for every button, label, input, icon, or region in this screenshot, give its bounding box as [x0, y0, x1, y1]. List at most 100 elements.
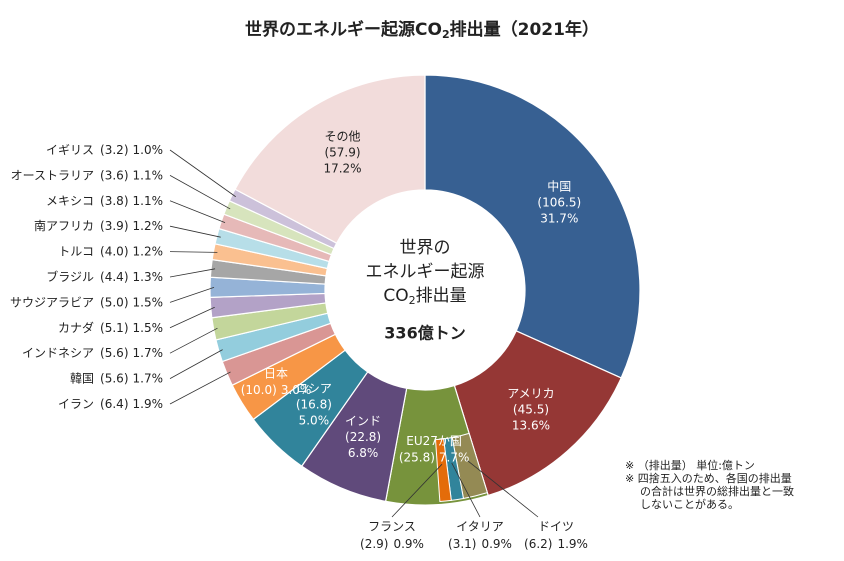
category-label: サウジアラビア — [10, 295, 94, 309]
leader-line — [169, 251, 218, 253]
center-co: CO — [383, 286, 408, 306]
title-text: 世界のエネルギー起源CO — [245, 19, 442, 40]
leader-line — [169, 268, 216, 278]
percent-label: 1.3% — [133, 270, 164, 284]
center-text: エネルギー起源 — [366, 262, 485, 282]
value-label: (5.1) — [100, 320, 128, 334]
percent-label: 1.5% — [133, 320, 164, 334]
category-label: カナダ — [58, 319, 94, 334]
percent-label: 1.0% — [133, 143, 164, 157]
outer-label: インドネシア (5.6) 1.7% — [22, 346, 163, 360]
category-label: 韓国 — [70, 371, 94, 385]
percent-label: 1.5% — [133, 295, 164, 309]
center-total: 336億トン — [384, 324, 465, 343]
category-label: 南アフリカ — [34, 218, 94, 233]
center-text: 世界の — [400, 238, 451, 258]
category-label: インドネシア — [22, 346, 94, 360]
title-text: 排出量（2021年） — [450, 19, 599, 40]
value-label: (22.8) — [345, 430, 381, 444]
category-label: 中国 — [547, 179, 571, 194]
value-label: (5.6) — [100, 371, 128, 385]
value-label: (10.0) — [241, 382, 277, 396]
note: ※ 四捨五入のため、各国の排出量 — [625, 471, 792, 485]
percent-label: 1.9% — [133, 397, 164, 411]
leader-line — [169, 349, 223, 379]
value-label-line: (25.8) 7.7% — [399, 450, 470, 464]
category-label: イラン — [58, 397, 94, 411]
sub-label: ドイツ — [538, 520, 574, 534]
percent-label: 17.2% — [323, 161, 361, 175]
percent-label: 31.7% — [540, 212, 578, 226]
leader-line — [169, 149, 236, 198]
outer-label: メキシコ (3.8) 1.1% — [46, 193, 163, 207]
slice — [424, 74, 641, 379]
percent-label: 0.9% — [393, 537, 424, 551]
leader-line — [169, 200, 226, 223]
value-label: (25.8) — [399, 450, 435, 464]
leader-line — [466, 459, 539, 518]
leader-line — [169, 327, 218, 354]
value-label: (3.8) — [100, 193, 128, 207]
percent-label: 5.0% — [299, 414, 330, 428]
center-text: CO2排出量 — [383, 286, 466, 307]
slice — [234, 74, 426, 244]
leader-line — [169, 306, 215, 329]
category-label: メキシコ — [46, 193, 94, 207]
category-label: アメリカ — [507, 386, 554, 400]
leader-line — [169, 225, 221, 238]
category-label: イギリス — [46, 143, 94, 157]
leader-line — [451, 462, 481, 518]
value-label: (2.9) — [360, 537, 388, 551]
value-label: (3.1) — [448, 537, 476, 551]
value-label: (4.0) — [100, 244, 128, 258]
outer-label: 韓国 (5.6) 1.7% — [70, 371, 163, 385]
percent-label: 0.9% — [481, 537, 512, 551]
value-label: (45.5) — [513, 402, 549, 416]
note: ※ （排出量） 単位:億トン — [625, 458, 755, 472]
value-label: (3.6) — [100, 168, 128, 182]
sub-value-label: (3.1) 0.9% — [448, 537, 512, 551]
leader-line — [169, 371, 231, 405]
percent-label: 6.8% — [348, 446, 379, 460]
value-label: (4.4) — [100, 270, 128, 284]
center-suffix: 排出量 — [416, 286, 467, 306]
value-label: (106.5) — [537, 196, 581, 210]
outer-label: オーストラリア (3.6) 1.1% — [11, 168, 163, 182]
center-sub: 2 — [409, 294, 416, 307]
outer-label: イラン (6.4) 1.9% — [58, 397, 163, 411]
sub-value-label: (2.9) 0.9% — [360, 537, 424, 551]
category-label: オーストラリア — [11, 168, 94, 182]
category-label: インド — [345, 414, 381, 428]
category-label: ロシア — [296, 382, 332, 396]
outer-label: イギリス (3.2) 1.0% — [46, 143, 163, 157]
value-label: (5.6) — [100, 346, 128, 360]
percent-label: 1.1% — [133, 168, 164, 182]
outer-label: サウジアラビア (5.0) 1.5% — [10, 295, 163, 309]
percent-label: 1.7% — [133, 371, 164, 385]
category-label: その他 — [325, 129, 361, 143]
sub-label: イタリア — [456, 520, 504, 534]
percent-label: 3.0% — [281, 382, 312, 396]
sub-slice — [434, 438, 452, 503]
percent-label: 1.2% — [133, 219, 164, 233]
value-label: (6.2) — [524, 537, 552, 551]
leader-line — [391, 463, 443, 518]
note: しないことがある。 — [640, 497, 739, 511]
category-label: トルコ — [58, 244, 94, 258]
chart-title: 世界のエネルギー起源CO2排出量（2021年） — [245, 19, 599, 41]
value-label-line: (10.0) 3.0% — [241, 382, 312, 396]
outer-label: ブラジル (4.4) 1.3% — [46, 269, 163, 284]
percent-label: 13.6% — [512, 418, 550, 432]
value-label: (16.8) — [296, 398, 332, 412]
leader-line — [169, 286, 215, 303]
title-sub: 2 — [442, 28, 450, 41]
sub-label: フランス — [368, 520, 416, 534]
percent-label: 1.2% — [133, 244, 164, 258]
value-label: (3.9) — [100, 219, 128, 233]
leader-line — [169, 175, 231, 210]
outer-label: カナダ (5.1) 1.5% — [58, 319, 163, 334]
category-label: 日本 — [264, 366, 288, 380]
sub-value-label: (6.2) 1.9% — [524, 537, 588, 551]
value-label: (57.9) — [324, 145, 360, 159]
